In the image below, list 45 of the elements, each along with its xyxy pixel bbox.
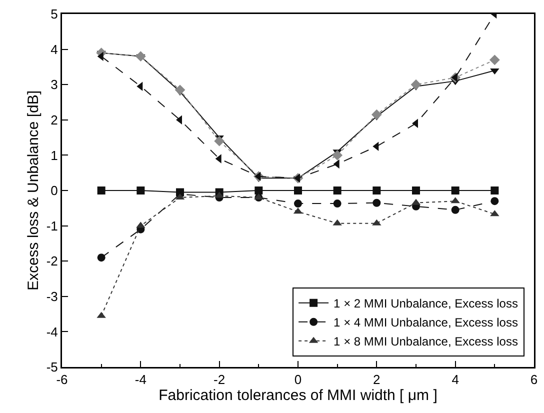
point: [451, 186, 460, 194]
x-tick-label: 2: [373, 372, 380, 388]
y-axis-title: Excess loss & Unbalance [dB]: [24, 90, 42, 291]
point: [294, 186, 302, 194]
point: [214, 136, 225, 146]
point: [97, 186, 106, 194]
y-tick-label: -4: [46, 324, 58, 340]
y-tick-label: -3: [46, 288, 58, 304]
y-tick-label: 3: [50, 77, 58, 92]
point: [332, 150, 343, 160]
y-tick-label: -1: [46, 218, 58, 234]
point: [412, 186, 420, 194]
x-tick-label: -4: [134, 372, 146, 388]
legend-label: 1 × 4 MMI Unbalance, Excess loss: [334, 316, 518, 330]
y-tick-label: -2: [46, 254, 58, 269]
x-axis-title: Fabrication tolerances of MMI width [ μm ]: [158, 387, 438, 404]
point: [372, 198, 381, 207]
point: [136, 186, 145, 194]
x-tick-label: 4: [452, 372, 459, 388]
point: [333, 200, 342, 208]
legend-label: 1 × 2 MMI Unbalance, Excess loss: [334, 296, 518, 311]
point: [410, 79, 422, 90]
point: [97, 254, 106, 262]
point: [371, 109, 382, 120]
y-tick-label: 2: [50, 112, 58, 128]
point: [135, 51, 146, 62]
point: [489, 54, 500, 66]
y-tick-label: -5: [46, 360, 58, 375]
y-tick-label: 1: [50, 148, 58, 163]
point: [490, 197, 499, 206]
y-tick-label: 0: [50, 183, 58, 198]
y-tick-label: 4: [50, 42, 58, 57]
x-tick-label: -6: [56, 372, 68, 388]
point: [451, 206, 460, 214]
point: [294, 200, 302, 208]
point: [254, 186, 263, 194]
point: [490, 186, 499, 194]
legend-label: 1 × 8 MMI Unbalance, Excess loss: [334, 334, 518, 349]
y-tick-label: 5: [50, 6, 58, 22]
point: [174, 84, 186, 96]
x-tick-label: 0: [294, 372, 302, 388]
point: [333, 186, 342, 194]
point: [372, 186, 381, 194]
x-tick-label: 6: [530, 372, 538, 388]
x-tick-label: -2: [214, 372, 226, 388]
